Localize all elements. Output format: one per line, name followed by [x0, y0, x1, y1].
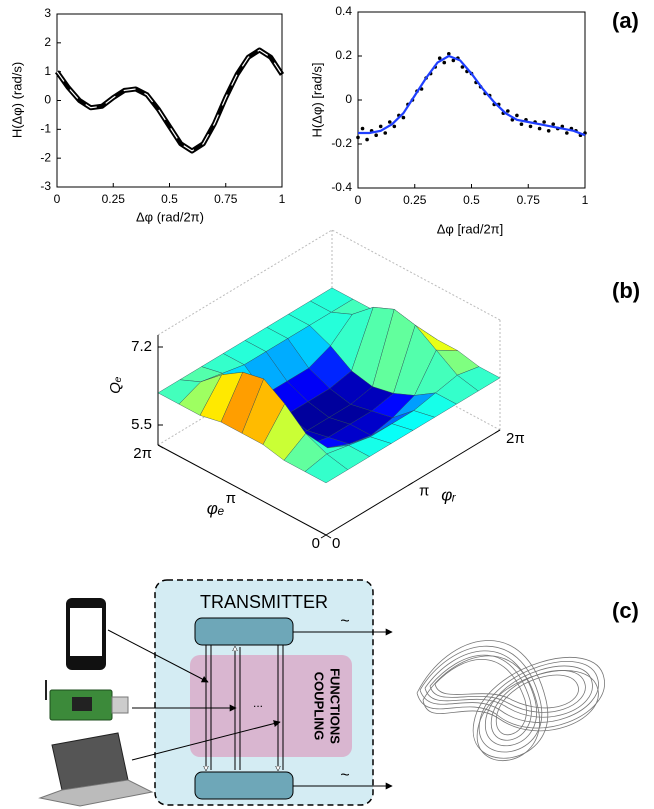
- coupling-box: [190, 655, 352, 757]
- data-point: [401, 115, 406, 120]
- x-tick-label: 0.25: [403, 193, 427, 207]
- data-point: [565, 131, 569, 135]
- z-tick-label: 7.2: [131, 338, 152, 355]
- y-axis-label: H(Δφ) (rad/s): [9, 62, 24, 138]
- input-arrow: [107, 629, 209, 683]
- y-tick-label: -0.2: [331, 136, 352, 150]
- data-point: [447, 52, 451, 56]
- x-tick-label: 0.25: [102, 192, 126, 206]
- data-point: [451, 58, 456, 63]
- y-tick: [407, 482, 414, 486]
- y-tick: [494, 429, 501, 434]
- data-point: [515, 113, 519, 118]
- data-point: [460, 65, 465, 69]
- data-point: [442, 60, 447, 65]
- z-tick-label: 5.5: [131, 416, 152, 433]
- y-tick-label: 0.4: [335, 4, 352, 18]
- data-point: [365, 137, 369, 142]
- data-line: [358, 54, 586, 137]
- y-tick-label: 2: [44, 35, 51, 49]
- x-tick-label: π: [226, 490, 236, 507]
- panel-label: (c): [612, 598, 639, 623]
- y-tick-label: -1: [40, 122, 51, 136]
- coupling-label: COUPLING: [312, 672, 327, 741]
- data-point: [546, 129, 551, 133]
- x-axis-label: Δφ [rad/2π]: [437, 221, 504, 236]
- data-point: [378, 124, 383, 129]
- y-tick-label: -2: [40, 150, 51, 164]
- data-point: [383, 131, 388, 135]
- coupling-label: FUNCTIONS: [328, 668, 343, 744]
- x-tick-label: 0: [355, 193, 362, 207]
- data-point: [392, 124, 397, 129]
- data-point: [537, 126, 542, 131]
- x-axis-label: Δφ (rad/2π): [136, 209, 204, 224]
- y-axis-label: φᵣ: [441, 485, 456, 504]
- y-tick-label: 0: [44, 93, 51, 107]
- x-tick-label: 0.75: [214, 192, 238, 206]
- data-point: [551, 122, 556, 126]
- line-dash: [56, 49, 283, 152]
- data-point: [560, 124, 565, 129]
- signal-symbol: ~: [340, 613, 349, 630]
- x-tick-label: 0.5: [463, 193, 480, 207]
- usb-plug: [111, 696, 129, 714]
- x-tick-label: 0: [54, 192, 61, 206]
- x-tick: [325, 534, 332, 539]
- y-tick-label: 2π: [506, 430, 525, 447]
- oscillator-bar: [194, 771, 294, 800]
- y-tick-label: 0: [332, 535, 340, 552]
- data-line: [54, 47, 285, 154]
- data-point: [360, 126, 365, 131]
- y-tick-label: 0.2: [335, 48, 352, 62]
- surface-cell: [304, 453, 349, 484]
- chip: [72, 697, 92, 711]
- diagram: TRANSMITTER ... COUPLING FUNCTIONS ~ ~: [38, 579, 605, 807]
- y-tick-label: π: [419, 482, 429, 499]
- x-tick-label: 0.5: [161, 192, 178, 206]
- panel-label: (a): [612, 8, 639, 33]
- data-point: [519, 122, 524, 126]
- x-tick-label: 1: [582, 193, 589, 207]
- data-point: [506, 109, 510, 113]
- x-tick-label: 1: [279, 192, 286, 206]
- attractor: [416, 640, 605, 761]
- laptop-base: [38, 779, 154, 807]
- data-point: [437, 56, 442, 60]
- oscillator-bar: [194, 617, 294, 646]
- signal-symbol: ~: [340, 767, 349, 784]
- y-tick-label: 0: [345, 92, 352, 106]
- y-tick-label: -0.4: [331, 180, 352, 194]
- x-tick: [241, 489, 248, 494]
- y-tick-label: -3: [40, 179, 51, 193]
- box-edge: [157, 229, 333, 336]
- y-tick-label: 1: [44, 64, 51, 78]
- transmitter-label: TRANSMITTER: [200, 592, 328, 612]
- plot-frame: [56, 13, 283, 188]
- x-tick-label: 2π: [133, 445, 152, 462]
- x-tick-label: 0.75: [517, 193, 541, 207]
- x-tick: [157, 444, 164, 449]
- z-axis-label: Qₑ: [107, 376, 124, 394]
- y-tick: [320, 534, 327, 539]
- input-arrow: [131, 720, 281, 761]
- data-point: [387, 120, 392, 124]
- panel-label: (b): [612, 278, 640, 303]
- data-point: [528, 124, 533, 129]
- plot-frame: [357, 11, 586, 189]
- ellipsis: ...: [253, 696, 263, 710]
- data-point: [542, 120, 546, 124]
- data-point: [374, 133, 378, 137]
- x-axis-label: φₑ: [207, 499, 225, 518]
- x-tick-label: 0: [312, 535, 320, 552]
- y-tick-label: 3: [44, 6, 51, 20]
- plots: 0 0.25 0.5 0.75 1 -3 -2 -1 0 1 2 3 Δφ (rad/2π) H(Δφ) …: [9, 4, 588, 552]
- data-point: [356, 135, 360, 140]
- phone-screen: [70, 608, 102, 656]
- y-axis-label: H(Δφ) [rad/s]: [309, 63, 324, 138]
